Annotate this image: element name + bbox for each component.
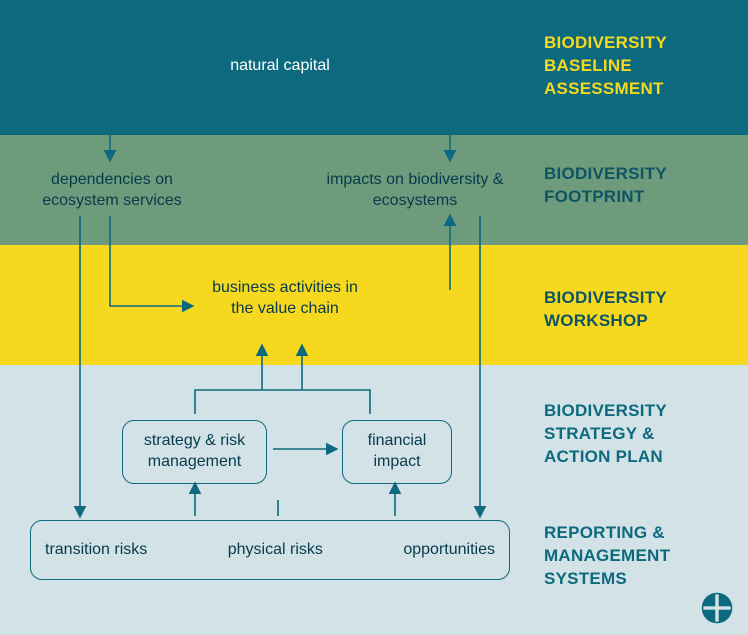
risk-item-physical: physical risks (228, 540, 323, 561)
band-label-footprint: BIODIVERSITY FOOTPRINT (544, 163, 724, 209)
node-strategy-risk: strategy & risk management (122, 420, 267, 484)
node-business: business activities in the value chain (200, 278, 370, 320)
band-label-workshop: BIODIVERSITY WORKSHOP (544, 287, 724, 333)
node-dependencies: dependencies on ecosystem services (22, 170, 202, 212)
brand-logo-icon (700, 591, 734, 625)
node-impacts: impacts on biodiversity & ecosystems (315, 170, 515, 212)
band-label-baseline: BIODIVERSITY BASELINE ASSESSMENT (544, 32, 724, 101)
node-risks-box: transition risks physical risks opportun… (30, 520, 510, 580)
node-natural-capital: natural capital (180, 56, 380, 77)
risk-item-opportunities: opportunities (403, 540, 495, 561)
band-label-strategy: BIODIVERSITY STRATEGY & ACTION PLAN (544, 400, 724, 469)
band-label-reporting: REPORTING & MANAGEMENT SYSTEMS (544, 522, 724, 591)
diagram-canvas: BIODIVERSITY BASELINE ASSESSMENT BIODIVE… (0, 0, 748, 635)
risk-item-transition: transition risks (45, 540, 147, 561)
node-financial-impact: financial impact (342, 420, 452, 484)
